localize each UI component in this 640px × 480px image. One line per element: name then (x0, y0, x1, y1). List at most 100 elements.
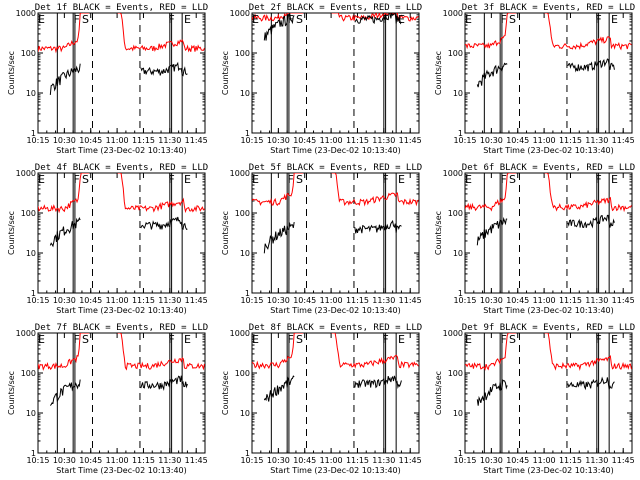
y-tick-label: 100 (448, 49, 463, 58)
data-layer (38, 333, 205, 453)
y-axis-label: Counts/sec (7, 371, 16, 415)
series-line-events (354, 219, 402, 234)
x-tick-label: 11:30 (372, 136, 395, 145)
x-tick-label: 11:00 (320, 136, 343, 145)
x-tick-label: 11:15 (559, 296, 582, 305)
x-tick-label: 11:30 (585, 456, 608, 465)
x-axis-label: Start Time (23-Dec-02 10:13:40) (56, 146, 187, 155)
x-tick-label: 11:15 (132, 136, 155, 145)
chart-panel: Det 9f BLACK = Events, RED = LLD 1 10 100 10… (434, 323, 635, 475)
y-tick-label: 10 (240, 89, 250, 98)
flag-marker: E (184, 333, 191, 346)
x-axis-label: Start Time (23-Dec-02 10:13:40) (56, 466, 187, 475)
data-layer (465, 13, 632, 133)
x-tick-label: 10:30 (53, 296, 76, 305)
plot-frame (464, 172, 633, 294)
y-tick-label: 1000 (16, 329, 36, 338)
flag-marker: S (296, 13, 303, 26)
series-line-events (476, 379, 508, 406)
flag-marker: S (296, 333, 303, 346)
y-tick-label: 1000 (230, 329, 250, 338)
x-tick-label: 11:30 (158, 456, 181, 465)
flag-marker: E (184, 173, 191, 186)
y-tick-label: 100 (21, 369, 36, 378)
y-tick-label: 1000 (230, 9, 250, 18)
y-axis-label: Counts/sec (221, 371, 230, 415)
x-tick-label: 10:45 (506, 296, 529, 305)
series-line-lld (38, 173, 205, 214)
x-tick-label: 11:45 (612, 136, 635, 145)
flag-marker: E (398, 13, 405, 26)
x-tick-label: 11:15 (132, 456, 155, 465)
flag-marker: S (509, 13, 516, 26)
plot-frame (37, 332, 206, 454)
x-tick-label: 10:15 (453, 296, 476, 305)
x-tick-label: 10:45 (293, 296, 316, 305)
series-line-events (567, 376, 615, 391)
flag-marker: F (501, 13, 507, 26)
x-tick-label: 11:00 (533, 296, 556, 305)
plot-frame (37, 172, 206, 294)
x-tick-label: 10:15 (453, 136, 476, 145)
y-tick-label: 10 (26, 89, 36, 98)
series-line-lld (252, 173, 419, 207)
flag-marker: F (74, 13, 80, 26)
data-layer (38, 13, 205, 133)
chart-panel: Det 5f BLACK = Events, RED = LLD 1 10 100 10… (221, 163, 422, 315)
x-tick-label: 10:30 (53, 136, 76, 145)
chart-panel: Det 6f BLACK = Events, RED = LLD 1 10 100 10… (434, 163, 635, 315)
x-tick-label: 10:15 (240, 456, 263, 465)
x-tick-label: 10:45 (79, 296, 102, 305)
flag-marker: S (82, 13, 89, 26)
flag-marker: S (296, 173, 303, 186)
y-tick-label: 1000 (16, 9, 36, 18)
chart-title: Det 9f BLACK = Events, RED = LLD (462, 323, 635, 333)
x-tick-label: 11:30 (585, 296, 608, 305)
flag-marker: E (398, 173, 405, 186)
chart-panel: Det 8f BLACK = Events, RED = LLD 1 10 100 10… (221, 323, 422, 475)
x-tick-label: 11:45 (185, 296, 208, 305)
flag-marker: F (595, 333, 601, 346)
x-tick-label: 10:45 (293, 456, 316, 465)
series-line-lld (465, 333, 632, 372)
x-tick-label: 11:30 (372, 456, 395, 465)
x-tick-label: 11:00 (106, 296, 129, 305)
x-tick-label: 10:45 (293, 136, 316, 145)
x-tick-label: 10:15 (453, 456, 476, 465)
y-tick-label: 1 (31, 449, 36, 458)
data-layer (465, 333, 632, 453)
y-tick-label: 10 (26, 249, 36, 258)
x-tick-label: 10:30 (480, 296, 503, 305)
x-tick-label: 10:15 (26, 456, 49, 465)
y-tick-label: 1 (245, 449, 250, 458)
y-tick-label: 10 (453, 249, 463, 258)
data-layer (38, 173, 205, 293)
flag-marker: E (611, 13, 618, 26)
flag-marker: S (82, 333, 89, 346)
y-axis-label: Counts/sec (434, 51, 443, 95)
x-tick-label: 11:00 (106, 136, 129, 145)
y-tick-label: 100 (235, 49, 250, 58)
x-tick-label: 11:00 (320, 296, 343, 305)
series-line-events (263, 375, 295, 402)
x-axis-label: Start Time (23-Dec-02 10:13:40) (270, 146, 401, 155)
x-axis-label: Start Time (23-Dec-02 10:13:40) (483, 466, 614, 475)
chart-title: Det 2f BLACK = Events, RED = LLD (249, 3, 422, 13)
flag-marker: F (74, 333, 80, 346)
x-tick-label: 11:30 (158, 136, 181, 145)
series-line-events (567, 58, 615, 73)
chart-title: Det 1f BLACK = Events, RED = LLD (35, 3, 208, 13)
y-tick-label: 100 (448, 209, 463, 218)
x-tick-label: 11:45 (612, 296, 635, 305)
flag-marker: S (82, 173, 89, 186)
x-tick-label: 11:45 (399, 296, 422, 305)
x-tick-label: 10:15 (26, 296, 49, 305)
x-tick-label: 11:15 (346, 456, 369, 465)
series-line-events (49, 379, 81, 406)
x-tick-label: 11:00 (533, 456, 556, 465)
chart-title: Det 5f BLACK = Events, RED = LLD (249, 163, 422, 173)
series-line-lld (252, 333, 419, 370)
chart-panel: Det 4f BLACK = Events, RED = LLD 1 10 100 10… (7, 163, 208, 315)
flag-marker: F (382, 13, 388, 26)
